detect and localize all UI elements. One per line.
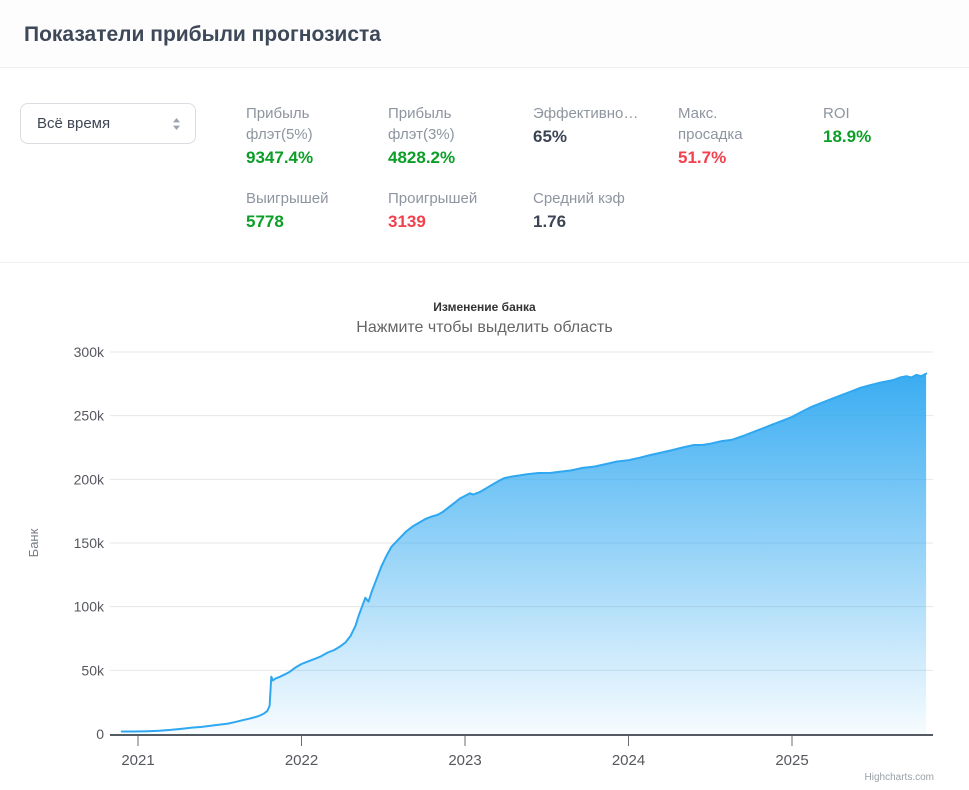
bank-chart[interactable]: 2021 2022 2023 2024 2025 0 50k 100k 150k 200k 250k… <box>0 263 969 787</box>
stat-profit-flat3: Прибыль флэт(3%) 4828.2% <box>388 103 533 168</box>
chart-title: Изменение банка <box>433 300 536 314</box>
stats-grid: Прибыль флэт(5%) 9347.4% Прибыль флэт(3%… <box>246 103 953 232</box>
y-axis-tick-label: 200k <box>74 471 105 487</box>
y-axis-tick-label: 100k <box>74 599 105 615</box>
time-range-select[interactable]: Всё время <box>20 103 196 144</box>
stat-label: Прибыль флэт(5%) <box>246 105 313 143</box>
stat-roi: ROI 18.9% <box>823 103 953 168</box>
stat-value: 3139 <box>388 212 426 231</box>
x-axis-tick-label: 2021 <box>121 752 154 769</box>
stat-label: Проигрышей <box>388 190 478 207</box>
stat-value: 4828.2% <box>388 148 456 167</box>
stat-label: ROI <box>823 105 850 122</box>
page-header: Показатели прибыли прогнозиста <box>0 0 969 68</box>
stat-value: 18.9% <box>823 127 872 146</box>
stat-wins: Выигрышей 5778 <box>246 188 388 232</box>
stat-label: Выигрышей <box>246 190 329 207</box>
stat-profit-flat5: Прибыль флэт(5%) 9347.4% <box>246 103 388 168</box>
series-line <box>120 372 928 733</box>
x-axis-tick-label: 2022 <box>285 752 318 769</box>
y-axis-tick-label: 50k <box>81 662 105 678</box>
y-axis-title: Банк <box>26 528 41 557</box>
stat-label: Макс. просадка <box>678 105 743 143</box>
stat-value: 9347.4% <box>246 148 314 167</box>
stat-value: 65% <box>533 127 568 146</box>
y-axis-tick-label: 150k <box>74 535 105 551</box>
stats-panel: Всё время Прибыль флэт(5%) 9347.4% Прибы… <box>0 68 969 263</box>
sort-updown-icon <box>171 117 182 131</box>
x-axis-tick-label: 2025 <box>775 752 808 769</box>
area-series[interactable] <box>121 373 927 734</box>
y-axis-tick-label: 0 <box>96 726 104 742</box>
stat-label: Прибыль флэт(3%) <box>388 105 455 143</box>
stat-avg-odds: Средний кэф 1.76 <box>533 188 678 232</box>
stat-label: Эффективно… <box>533 105 639 122</box>
time-range-value: Всё время <box>37 115 111 132</box>
x-axis-tick-label: 2024 <box>612 752 645 769</box>
page-title: Показатели прибыли прогнозиста <box>24 23 381 46</box>
stat-losses: Проигрышей 3139 <box>388 188 533 232</box>
credits-label[interactable]: Highcharts.com <box>865 772 934 783</box>
stat-value: 1.76 <box>533 212 567 231</box>
chart-subtitle: Нажмите чтобы выделить область <box>356 319 613 336</box>
bank-chart-section: Изменение банка Нажмите чтобы выделить о… <box>0 263 969 787</box>
y-axis-tick-label: 300k <box>74 344 105 360</box>
y-axis-tick-label: 250k <box>74 408 105 424</box>
stat-value: 5778 <box>246 212 284 231</box>
stat-effectiveness: Эффективно… 65% <box>533 103 678 168</box>
stat-value: 51.7% <box>678 148 727 167</box>
stat-label: Средний кэф <box>533 190 625 207</box>
stat-max-drawdown: Макс. просадка 51.7% <box>678 103 823 168</box>
x-axis-tick-label: 2023 <box>448 752 481 769</box>
